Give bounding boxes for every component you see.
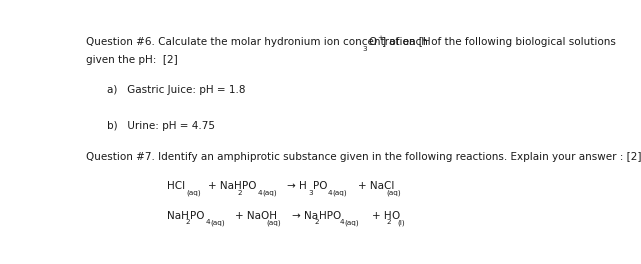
Text: Question #6. Calculate the molar hydronium ion concentration [H: Question #6. Calculate the molar hydroni…: [86, 37, 431, 47]
Text: +: +: [377, 35, 383, 41]
Text: (aq): (aq): [266, 219, 281, 226]
Text: 3: 3: [362, 46, 367, 51]
Text: Question #7. Identify an amphiprotic substance given in the following reactions.: Question #7. Identify an amphiprotic sub…: [86, 152, 641, 162]
Text: (aq): (aq): [186, 190, 201, 196]
Text: → H: → H: [287, 181, 307, 191]
Text: + NaH: + NaH: [208, 181, 242, 191]
Text: PO: PO: [313, 181, 327, 191]
Text: (aq): (aq): [210, 219, 225, 226]
Text: 4: 4: [258, 190, 262, 196]
Text: 2: 2: [387, 219, 391, 225]
Text: 2: 2: [314, 219, 319, 225]
Text: b)   Urine: pH = 4.75: b) Urine: pH = 4.75: [108, 121, 215, 131]
Text: O: O: [368, 37, 376, 47]
Text: + NaCl: + NaCl: [358, 181, 394, 191]
Text: 4: 4: [340, 219, 345, 225]
Text: HCl: HCl: [167, 181, 185, 191]
Text: + NaOH: + NaOH: [235, 211, 277, 221]
Text: (aq): (aq): [387, 190, 401, 196]
Text: → Na: → Na: [292, 211, 319, 221]
Text: (l): (l): [397, 219, 405, 226]
Text: 2: 2: [238, 190, 242, 196]
Text: NaH: NaH: [167, 211, 189, 221]
Text: 2: 2: [186, 219, 190, 225]
Text: (aq): (aq): [344, 219, 359, 226]
Text: HPO: HPO: [319, 211, 341, 221]
Text: a)   Gastric Juice: pH = 1.8: a) Gastric Juice: pH = 1.8: [108, 85, 246, 95]
Text: PO: PO: [242, 181, 256, 191]
Text: (aq): (aq): [333, 190, 347, 196]
Text: 4: 4: [206, 219, 210, 225]
Text: (aq): (aq): [262, 190, 276, 196]
Text: O: O: [391, 211, 399, 221]
Text: given the pH:  [2]: given the pH: [2]: [86, 55, 178, 65]
Text: 3: 3: [308, 190, 313, 196]
Text: 4: 4: [328, 190, 333, 196]
Text: ] of each of the following biological solutions: ] of each of the following biological so…: [382, 37, 616, 47]
Text: + H: + H: [372, 211, 392, 221]
Text: PO: PO: [190, 211, 205, 221]
